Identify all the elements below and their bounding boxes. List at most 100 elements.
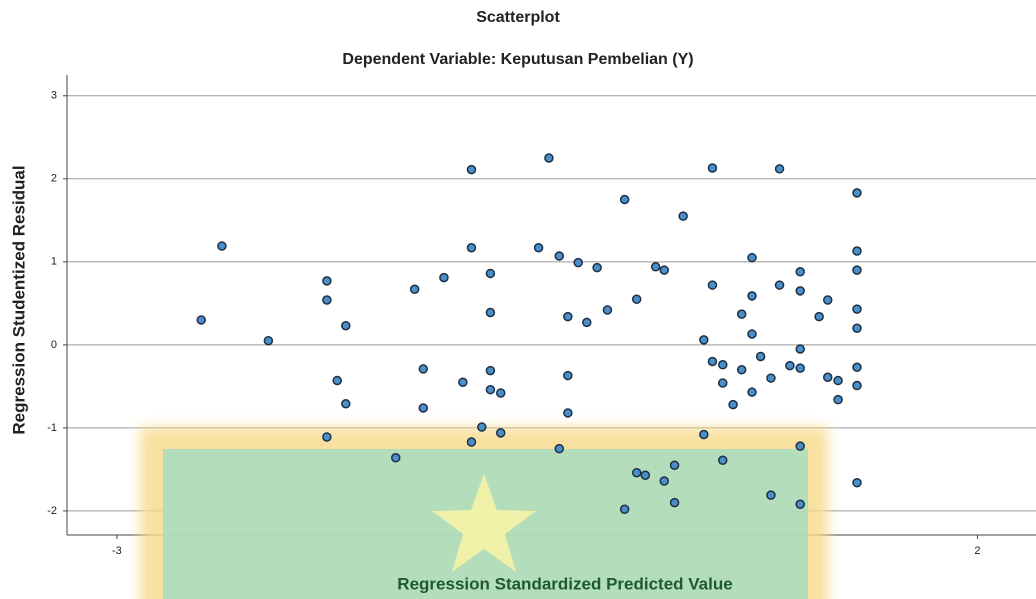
x-tick-label: -3 — [112, 545, 122, 557]
point — [440, 274, 448, 282]
x-tick-label: 2 — [974, 545, 980, 557]
point — [700, 431, 708, 439]
point — [719, 361, 727, 369]
point — [786, 362, 794, 370]
point — [621, 505, 629, 513]
point — [633, 469, 641, 477]
point — [652, 263, 660, 271]
point — [486, 367, 494, 375]
point — [776, 165, 784, 173]
point — [796, 268, 804, 276]
point — [660, 266, 668, 274]
point — [708, 357, 716, 365]
point — [853, 363, 861, 371]
point — [459, 378, 467, 386]
point — [583, 318, 591, 326]
point — [264, 337, 272, 345]
point — [218, 242, 226, 250]
point — [593, 264, 601, 272]
point — [197, 316, 205, 324]
point — [621, 196, 629, 204]
y-axis-label: Regression Studentized Residual — [9, 165, 28, 434]
point — [497, 389, 505, 397]
point — [392, 454, 400, 462]
point — [564, 409, 572, 417]
point — [419, 404, 427, 412]
point — [671, 499, 679, 507]
point — [719, 379, 727, 387]
point — [748, 292, 756, 300]
y-tick-label: 0 — [51, 339, 57, 351]
point — [853, 189, 861, 197]
point — [467, 438, 475, 446]
point — [834, 396, 842, 404]
point — [748, 388, 756, 396]
chart-title: Scatterplot — [476, 9, 560, 26]
x-axis-label: Regression Standardized Predicted Value — [397, 574, 732, 593]
point — [603, 306, 611, 314]
overlay — [140, 427, 828, 599]
point — [467, 166, 475, 174]
point — [633, 295, 641, 303]
point — [535, 244, 543, 252]
point — [824, 373, 832, 381]
point — [796, 345, 804, 353]
point — [574, 259, 582, 267]
point — [411, 285, 419, 293]
point — [796, 364, 804, 372]
point — [796, 287, 804, 295]
point — [853, 305, 861, 313]
point — [333, 377, 341, 385]
point — [748, 330, 756, 338]
point — [815, 313, 823, 321]
point — [497, 429, 505, 437]
point — [486, 269, 494, 277]
point — [748, 254, 756, 262]
point — [564, 372, 572, 380]
y-tick-label: -2 — [47, 505, 57, 517]
point — [641, 471, 649, 479]
point — [708, 281, 716, 289]
point — [767, 374, 775, 382]
y-tick-label: 3 — [51, 90, 57, 102]
point — [679, 212, 687, 220]
point — [564, 313, 572, 321]
point — [486, 386, 494, 394]
y-tick-label: 1 — [51, 256, 57, 268]
point — [419, 365, 427, 373]
point — [467, 244, 475, 252]
point — [738, 366, 746, 374]
chart-subtitle: Dependent Variable: Keputusan Pembelian … — [342, 51, 693, 68]
point — [323, 433, 331, 441]
point — [767, 491, 775, 499]
point — [729, 401, 737, 409]
point — [853, 324, 861, 332]
point — [700, 336, 708, 344]
point — [796, 500, 804, 508]
point — [342, 322, 350, 330]
y-tick-label: 2 — [51, 173, 57, 185]
point — [342, 400, 350, 408]
point — [323, 277, 331, 285]
chart: -2-10123-3-2-1012 Scatterplot Dependent … — [0, 0, 1036, 599]
page: -2-10123-3-2-1012 Scatterplot Dependent … — [0, 0, 1036, 599]
point — [853, 247, 861, 255]
point — [776, 281, 784, 289]
y-tick-label: -1 — [47, 422, 57, 434]
point — [757, 352, 765, 360]
point — [555, 252, 563, 260]
point — [478, 423, 486, 431]
point — [796, 442, 804, 450]
point — [853, 382, 861, 390]
point — [671, 461, 679, 469]
point — [708, 164, 716, 172]
point — [486, 308, 494, 316]
point — [555, 445, 563, 453]
point — [323, 296, 331, 304]
point — [660, 477, 668, 485]
point — [853, 479, 861, 487]
point — [719, 456, 727, 464]
point — [834, 377, 842, 385]
point — [853, 266, 861, 274]
point — [824, 296, 832, 304]
